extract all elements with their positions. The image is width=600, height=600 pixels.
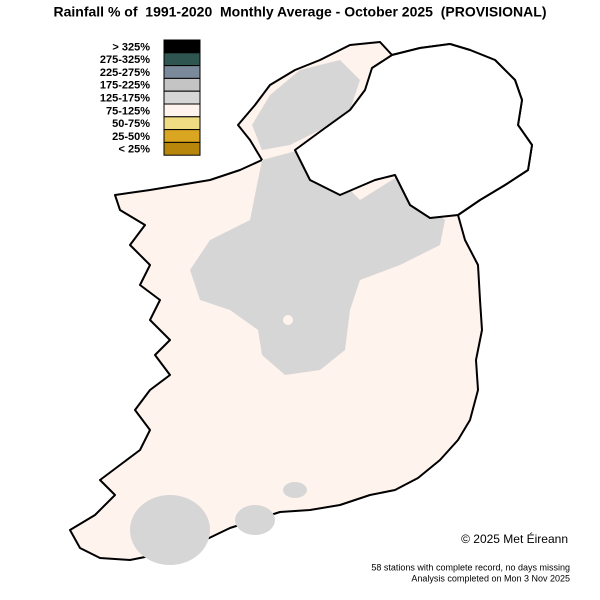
rainfall-area-125-175 xyxy=(130,495,210,565)
rainfall-area-125-175 xyxy=(235,505,275,535)
legend-label: 225-275% xyxy=(100,67,150,79)
legend-swatch xyxy=(163,90,201,105)
rainfall-area-125-175 xyxy=(283,482,307,498)
legend-label: 275-325% xyxy=(100,54,150,66)
legend-label: 50-75% xyxy=(112,118,150,130)
footer-note: 58 stations with complete record, no day… xyxy=(371,562,570,572)
legend-swatch xyxy=(163,116,201,131)
footer-note: Analysis completed on Mon 3 Nov 2025 xyxy=(411,573,570,583)
ireland-map xyxy=(69,41,533,565)
legend-swatch xyxy=(163,77,201,92)
legend: > 325%275-325%225-275%175-225%125-175%75… xyxy=(100,39,201,156)
legend-label: 125-175% xyxy=(100,93,150,105)
legend-swatch xyxy=(163,129,201,143)
legend-swatch xyxy=(163,39,201,54)
legend-label: 75-125% xyxy=(106,105,150,117)
rainfall-area-125-175 xyxy=(252,60,360,150)
rainfall-area-125-175 xyxy=(190,150,445,375)
legend-swatch xyxy=(163,141,201,156)
credit: © 2025 Met Éireann xyxy=(461,531,568,546)
legend-label: 25-50% xyxy=(112,131,150,143)
legend-swatch xyxy=(163,52,201,67)
legend-swatch xyxy=(163,65,201,79)
legend-label: 175-225% xyxy=(100,80,150,92)
legend-swatch xyxy=(163,103,201,118)
northern-ireland xyxy=(294,43,533,219)
legend-label: > 325% xyxy=(112,41,150,53)
map-title: Rainfall % of 1991-2020 Monthly Average … xyxy=(54,4,547,20)
rainfall-area-75-125 xyxy=(283,315,293,325)
legend-label: < 25% xyxy=(119,144,151,156)
